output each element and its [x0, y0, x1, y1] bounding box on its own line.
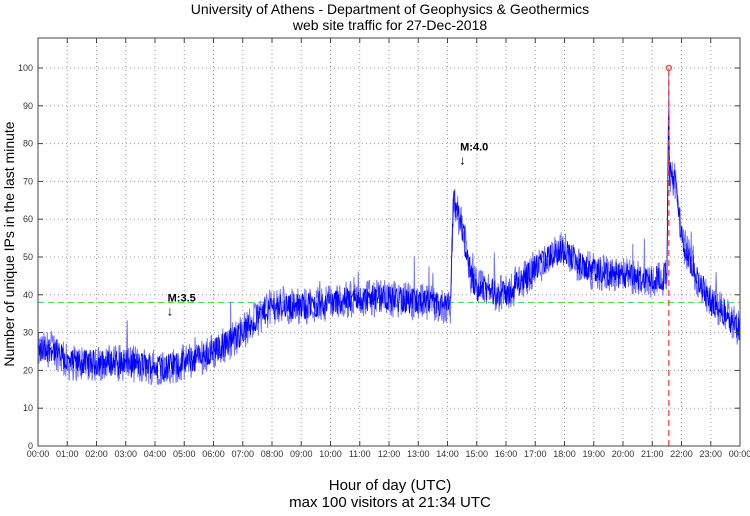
x-tick-label: 19:00 [582, 449, 605, 459]
y-tick-label: 90 [23, 101, 33, 111]
x-tick-label: 22:00 [670, 449, 693, 459]
max-visitors-caption: max 100 visitors at 21:34 UTC [289, 494, 491, 511]
max-marker-layer [665, 64, 672, 446]
chart-subtitle: web site traffic for 27-Dec-2018 [292, 17, 487, 33]
y-tick-label: 20 [23, 365, 33, 375]
x-tick-label: 12:00 [378, 449, 401, 459]
y-tick-label: 50 [23, 252, 33, 262]
y-tick-label: 0 [28, 441, 33, 451]
x-tick-label: 00:00 [729, 449, 750, 459]
y-tick-label: 30 [23, 328, 33, 338]
x-tick-label: 08:00 [261, 449, 284, 459]
x-tick-label: 00:00 [27, 449, 50, 459]
x-axis-label: Hour of day (UTC) [329, 477, 452, 494]
chart-title: University of Athens - Department of Geo… [191, 1, 589, 17]
x-tick-label: 14:00 [436, 449, 459, 459]
x-tick-label: 01:00 [56, 449, 79, 459]
x-tick-label: 05:00 [173, 449, 196, 459]
x-tick-label: 18:00 [553, 449, 576, 459]
x-tick-label: 04:00 [144, 449, 167, 459]
y-tick-label: 60 [23, 214, 33, 224]
earthquake-label: M:4.0 [460, 142, 488, 154]
x-tick-label: 07:00 [231, 449, 254, 459]
axis-ticks: 00:00 01:00 02:00 03:00 04:00 05:00 06:00 07:00… [18, 38, 750, 459]
x-tick-label: 21:00 [641, 449, 664, 459]
x-tick-label: 17:00 [524, 449, 547, 459]
x-tick-label: 16:00 [495, 449, 518, 459]
x-tick-label: 15:00 [465, 449, 488, 459]
y-tick-label: 80 [23, 139, 33, 149]
earthquake-label: M:3.5 [168, 293, 196, 305]
x-tick-label: 09:00 [290, 449, 313, 459]
x-tick-label: 06:00 [202, 449, 225, 459]
down-arrow-icon: ↓ [167, 304, 174, 319]
x-tick-label: 13:00 [407, 449, 430, 459]
y-axis-label: Number of unique IPs in the last minute [1, 121, 17, 366]
grid-lines [38, 38, 740, 446]
y-tick-label: 40 [23, 290, 33, 300]
x-tick-label: 20:00 [612, 449, 635, 459]
down-arrow-icon: ↓ [459, 153, 466, 168]
y-tick-label: 70 [23, 176, 33, 186]
y-tick-label: 10 [23, 403, 33, 413]
series-line-light [37, 67, 741, 386]
max-point-marker [665, 64, 672, 72]
x-tick-label: 23:00 [699, 449, 722, 459]
x-tick-label: 02:00 [85, 449, 108, 459]
annotations: M:3.5↓M:4.0↓ [167, 142, 489, 319]
x-tick-label: 11:00 [349, 449, 371, 459]
x-tick-label: 03:00 [114, 449, 137, 459]
y-tick-label: 100 [18, 63, 33, 73]
series-layer [37, 67, 741, 386]
series-line [37, 113, 741, 381]
x-tick-label: 10:00 [319, 449, 342, 459]
